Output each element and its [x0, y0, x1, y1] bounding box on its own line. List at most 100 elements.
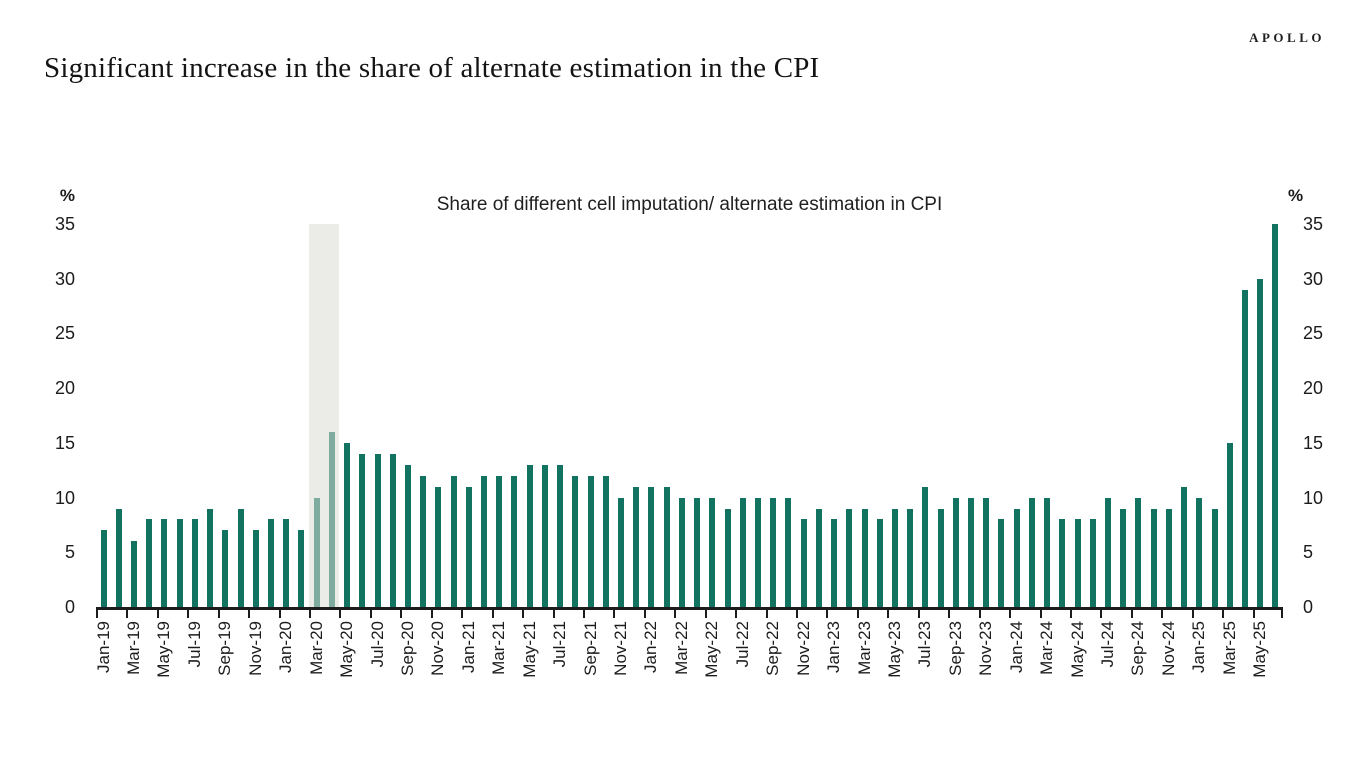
x-tick-mark: [187, 610, 190, 618]
y-tick-label-left-5: 5: [64, 542, 75, 563]
bar-Mar-25: [1226, 442, 1233, 607]
x-tick-mark: [96, 610, 98, 618]
bar-Nov-21: [618, 497, 625, 607]
bar-Jan-24: [1013, 508, 1020, 607]
bar-Jun-22: [724, 508, 731, 607]
page-title: Significant increase in the share of alt…: [44, 52, 820, 84]
bar-Mar-19: [131, 541, 138, 607]
bar-Dec-21: [633, 486, 640, 607]
x-tick-mark: [856, 610, 859, 618]
bar-Jan-25: [1196, 497, 1203, 607]
x-tick-mark: [1130, 610, 1133, 618]
bar-Jun-19: [176, 519, 183, 607]
bar-Oct-20: [420, 475, 427, 607]
bar-Feb-20: [298, 530, 305, 607]
bar-Jun-20: [359, 453, 366, 607]
y-tick-label-left-25: 25: [54, 323, 75, 344]
x-tick-mark: [978, 610, 981, 618]
bar-May-25: [1257, 278, 1264, 607]
bar-Oct-24: [1150, 508, 1157, 607]
x-tick-mark: [400, 610, 403, 618]
y-tick-label-right-0: 0: [1303, 597, 1314, 617]
chart-title: Share of different cell imputation/ alte…: [436, 194, 943, 215]
bar-Aug-19: [207, 508, 214, 607]
x-tick-mark: [796, 610, 799, 618]
x-tick-mark: [643, 610, 646, 618]
x-tick-mark: [1039, 610, 1042, 618]
x-tick-mark: [126, 610, 129, 618]
bar-Apr-25: [1241, 289, 1248, 607]
bar-Oct-23: [968, 497, 975, 607]
y-tick-label-left-30: 30: [54, 268, 75, 289]
bar-Jan-21: [465, 486, 472, 607]
x-tick-mark: [1161, 610, 1164, 618]
bar-Apr-21: [511, 475, 518, 607]
y-tick-label-left-35: 35: [54, 214, 75, 234]
bar-Jan-19: [100, 530, 107, 607]
bar-Apr-23: [876, 519, 883, 607]
x-tick-mark: [430, 610, 433, 618]
x-tick-mark: [582, 610, 585, 618]
x-tick-mark: [552, 610, 555, 618]
y-axis-unit-left: %: [59, 186, 75, 205]
bar-Apr-19: [146, 519, 153, 607]
bar-Apr-24: [1059, 519, 1066, 607]
bar-Feb-24: [1028, 497, 1035, 607]
y-tick-label-right-20: 20: [1303, 378, 1324, 399]
x-tick-mark: [339, 610, 342, 618]
x-tick-mark: [1100, 610, 1103, 618]
x-tick-mark: [278, 610, 281, 618]
x-tick-mark: [948, 610, 951, 618]
x-tick-mark: [1069, 610, 1072, 618]
bar-Jun-25: [1272, 224, 1279, 607]
x-tick-mark: [1222, 610, 1225, 618]
bar-Jan-23: [831, 519, 838, 607]
x-tick-mark: [491, 610, 494, 618]
x-tick-mark: [613, 610, 616, 618]
bar-Aug-22: [754, 497, 761, 607]
bar-Dec-24: [1181, 486, 1188, 607]
bar-Aug-24: [1120, 508, 1127, 607]
x-tick-mark: [704, 610, 707, 618]
bar-Aug-23: [937, 508, 944, 607]
y-tick-label-right-10: 10: [1303, 487, 1324, 508]
bar-Jun-24: [1089, 519, 1096, 607]
bar-Sep-19: [222, 530, 229, 607]
bar-Jan-22: [648, 486, 655, 607]
y-tick-label-right-30: 30: [1303, 268, 1324, 289]
bar-Aug-21: [572, 475, 579, 607]
x-tick-mark: [735, 610, 738, 618]
bar-Feb-19: [115, 508, 122, 607]
apollo-logo: APOLLO: [1249, 30, 1325, 45]
bar-Nov-19: [252, 530, 259, 607]
x-tick-mark: [826, 610, 829, 618]
x-tick-mark: [156, 610, 159, 618]
bar-Aug-20: [389, 453, 396, 607]
x-tick-mark: [1281, 610, 1283, 618]
x-tick-mark: [1191, 610, 1194, 618]
bar-Sep-22: [770, 497, 777, 607]
bar-Jun-21: [541, 464, 548, 607]
bar-Jan-20: [283, 519, 290, 607]
x-tick-mark: [1009, 610, 1012, 618]
x-tick-mark: [217, 610, 220, 618]
y-tick-label-left-15: 15: [54, 432, 75, 453]
bar-Oct-22: [785, 497, 792, 607]
bar-Nov-24: [1165, 508, 1172, 607]
bar-Jul-21: [557, 464, 564, 607]
y-tick-label-right-25: 25: [1303, 323, 1324, 344]
bar-Feb-21: [481, 475, 488, 607]
bar-May-20: [344, 442, 351, 607]
bar-Jun-23: [907, 508, 914, 607]
bar-Feb-22: [663, 486, 670, 607]
bar-Jul-24: [1104, 497, 1111, 607]
bar-May-23: [891, 508, 898, 607]
y-tick-label-left-10: 10: [54, 487, 75, 508]
y-tick-label-right-5: 5: [1303, 542, 1314, 563]
bar-May-22: [709, 497, 716, 607]
bar-May-21: [526, 464, 533, 607]
x-tick-mark: [309, 610, 312, 618]
y-tick-label-right-35: 35: [1303, 214, 1324, 234]
x-tick-mark: [461, 610, 464, 618]
